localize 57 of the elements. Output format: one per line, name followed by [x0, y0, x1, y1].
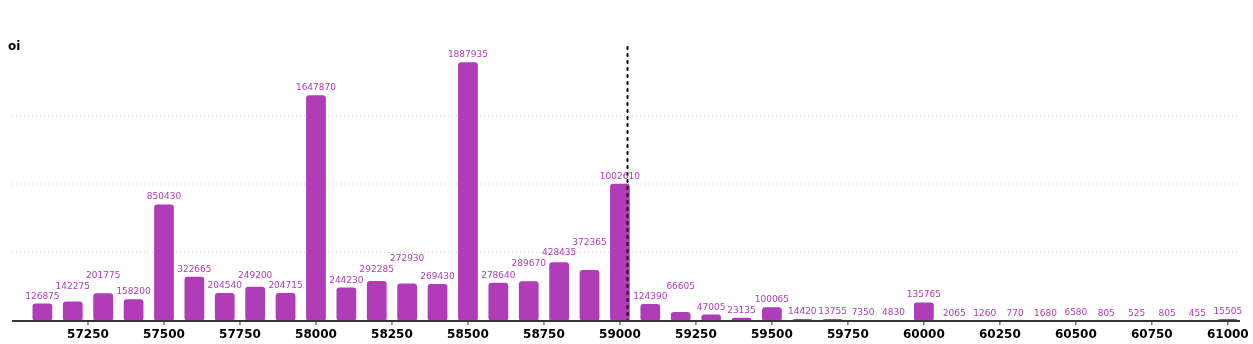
- x-tick-label: 57750: [219, 327, 261, 341]
- data-label: 249200: [237, 269, 273, 280]
- data-label: 269430: [420, 271, 455, 282]
- x-tick-label: 57500: [143, 327, 185, 341]
- data-label: 1680: [1034, 307, 1058, 318]
- x-tick-label: 58750: [523, 327, 565, 341]
- data-label: 525: [1128, 307, 1146, 318]
- data-label: 292285: [359, 263, 394, 274]
- data-label: 1887935: [447, 49, 488, 60]
- x-tick-label: 58500: [447, 327, 489, 341]
- data-label: 23135: [727, 304, 756, 315]
- data-label: 100065: [754, 294, 790, 305]
- data-label: 13755: [818, 306, 848, 317]
- x-tick-label: 59250: [675, 327, 717, 341]
- data-label: 428435: [541, 247, 577, 258]
- data-label: 322665: [177, 263, 212, 274]
- x-tick-label: 60500: [1054, 327, 1097, 341]
- data-label: 204540: [207, 279, 243, 290]
- y-axis-title: oi: [8, 39, 21, 53]
- data-label: 201775: [86, 270, 121, 281]
- x-tick-label: 60750: [1130, 327, 1173, 341]
- data-label: 142275: [55, 280, 90, 291]
- data-label: 805: [1158, 307, 1176, 318]
- data-label: 244230: [329, 274, 364, 285]
- data-label: 6580: [1064, 307, 1088, 318]
- x-tick-label: 58000: [295, 327, 337, 341]
- data-label: 289670: [511, 258, 547, 269]
- data-label: 455: [1188, 307, 1207, 318]
- data-label: 372365: [572, 236, 607, 247]
- data-label: 7350: [851, 306, 875, 317]
- data-label: 126875: [25, 290, 60, 301]
- data-label: 1647870: [295, 82, 337, 93]
- data-label: 850430: [146, 191, 182, 202]
- data-label: 158200: [116, 286, 152, 297]
- x-tick-label: 60250: [979, 327, 1021, 341]
- x-tick-label: 61000: [1206, 327, 1249, 341]
- data-label: 272930: [389, 252, 425, 263]
- data-label: 14420: [787, 306, 817, 317]
- data-label: 204715: [268, 279, 303, 290]
- x-tick-label: 60000: [903, 327, 945, 341]
- data-label: 805: [1097, 307, 1115, 318]
- x-tick-label: 59000: [599, 327, 641, 341]
- data-label: 66605: [666, 280, 696, 291]
- data-label: 4830: [882, 307, 906, 318]
- data-label: 2065: [942, 307, 966, 318]
- data-label: 278640: [481, 269, 516, 280]
- data-label: 1260: [973, 307, 997, 318]
- data-label: 1002610: [599, 170, 641, 181]
- x-tick-label: 59750: [827, 327, 869, 341]
- data-label: 124390: [633, 290, 668, 301]
- x-tick-label: 58250: [371, 327, 413, 341]
- data-label: 47005: [696, 301, 726, 312]
- x-tick-label: 57250: [67, 327, 109, 341]
- data-label: 135765: [906, 289, 942, 300]
- data-label: 15505: [1213, 305, 1243, 316]
- x-tick-label: 59500: [751, 327, 793, 341]
- data-label: 770: [1006, 307, 1024, 318]
